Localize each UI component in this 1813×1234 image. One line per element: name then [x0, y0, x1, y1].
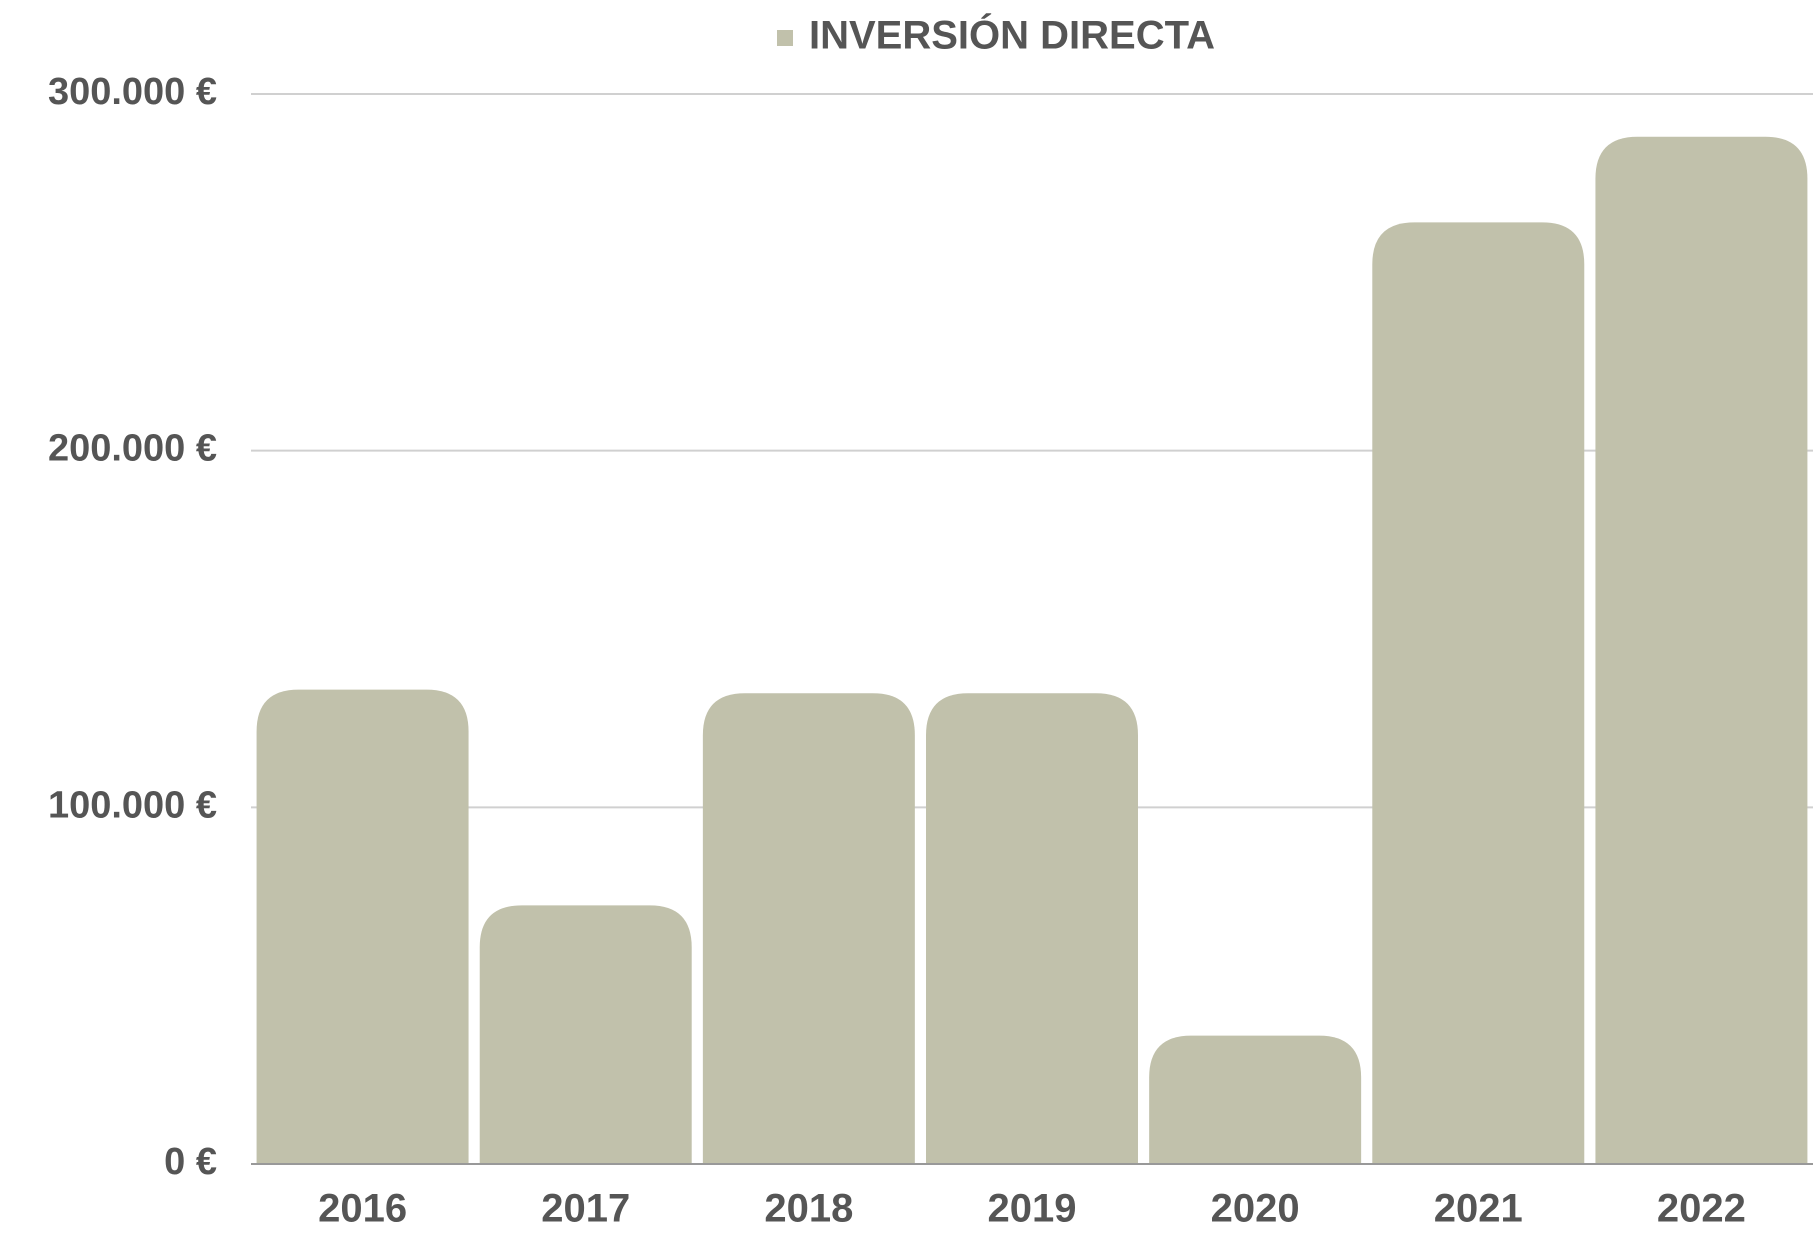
x-tick-label: 2016	[318, 1187, 407, 1231]
y-tick-label: 100.000 €	[48, 784, 217, 826]
x-tick-label: 2017	[541, 1187, 630, 1231]
y-tick-label: 0 €	[164, 1141, 217, 1183]
y-tick-label: 300.000 €	[48, 71, 217, 113]
y-tick-label: 200.000 €	[48, 428, 217, 470]
x-tick-label: 2019	[988, 1187, 1077, 1231]
bar	[1595, 136, 1808, 1164]
bar	[1149, 1035, 1362, 1164]
legend-swatch	[777, 30, 793, 46]
bar	[702, 693, 915, 1164]
x-tick-label: 2022	[1657, 1187, 1746, 1231]
bar	[926, 693, 1138, 1164]
x-tick-label: 2021	[1434, 1187, 1523, 1231]
x-tick-label: 2018	[764, 1187, 853, 1231]
x-tick-label: 2020	[1211, 1187, 1300, 1231]
bar	[1372, 222, 1585, 1164]
bar	[479, 905, 692, 1164]
bar	[256, 689, 469, 1164]
legend-label: INVERSIÓN DIRECTA	[809, 12, 1215, 58]
